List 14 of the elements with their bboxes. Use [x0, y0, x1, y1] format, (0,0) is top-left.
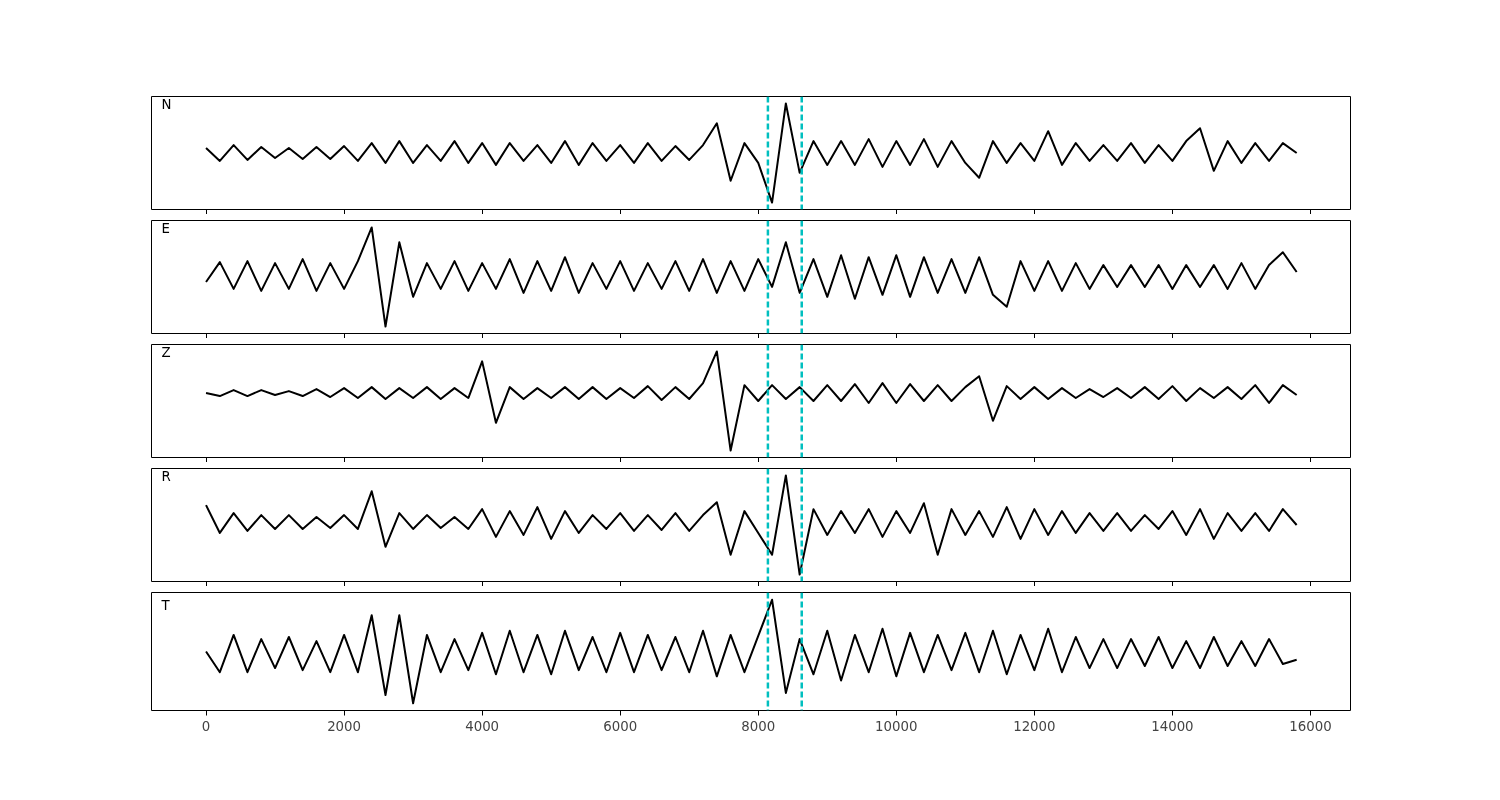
x-tick-label: 4000: [465, 718, 500, 734]
x-tick-label: 2000: [327, 718, 362, 734]
x-tick-label: 12000: [1013, 718, 1056, 734]
x-tick-label: 16000: [1289, 718, 1332, 734]
annotation: E: [161, 220, 170, 236]
x-tick-label: 14000: [1151, 718, 1194, 734]
annotation: Z: [161, 344, 171, 360]
x-tick-label: 0: [201, 718, 211, 734]
x-tick-label: 8000: [741, 718, 776, 734]
annotation: R: [161, 468, 171, 484]
annotation: N: [161, 96, 172, 112]
annotation: T: [160, 597, 171, 613]
x-tick-label: 6000: [603, 718, 638, 734]
x-tick-label: 10000: [875, 718, 918, 734]
